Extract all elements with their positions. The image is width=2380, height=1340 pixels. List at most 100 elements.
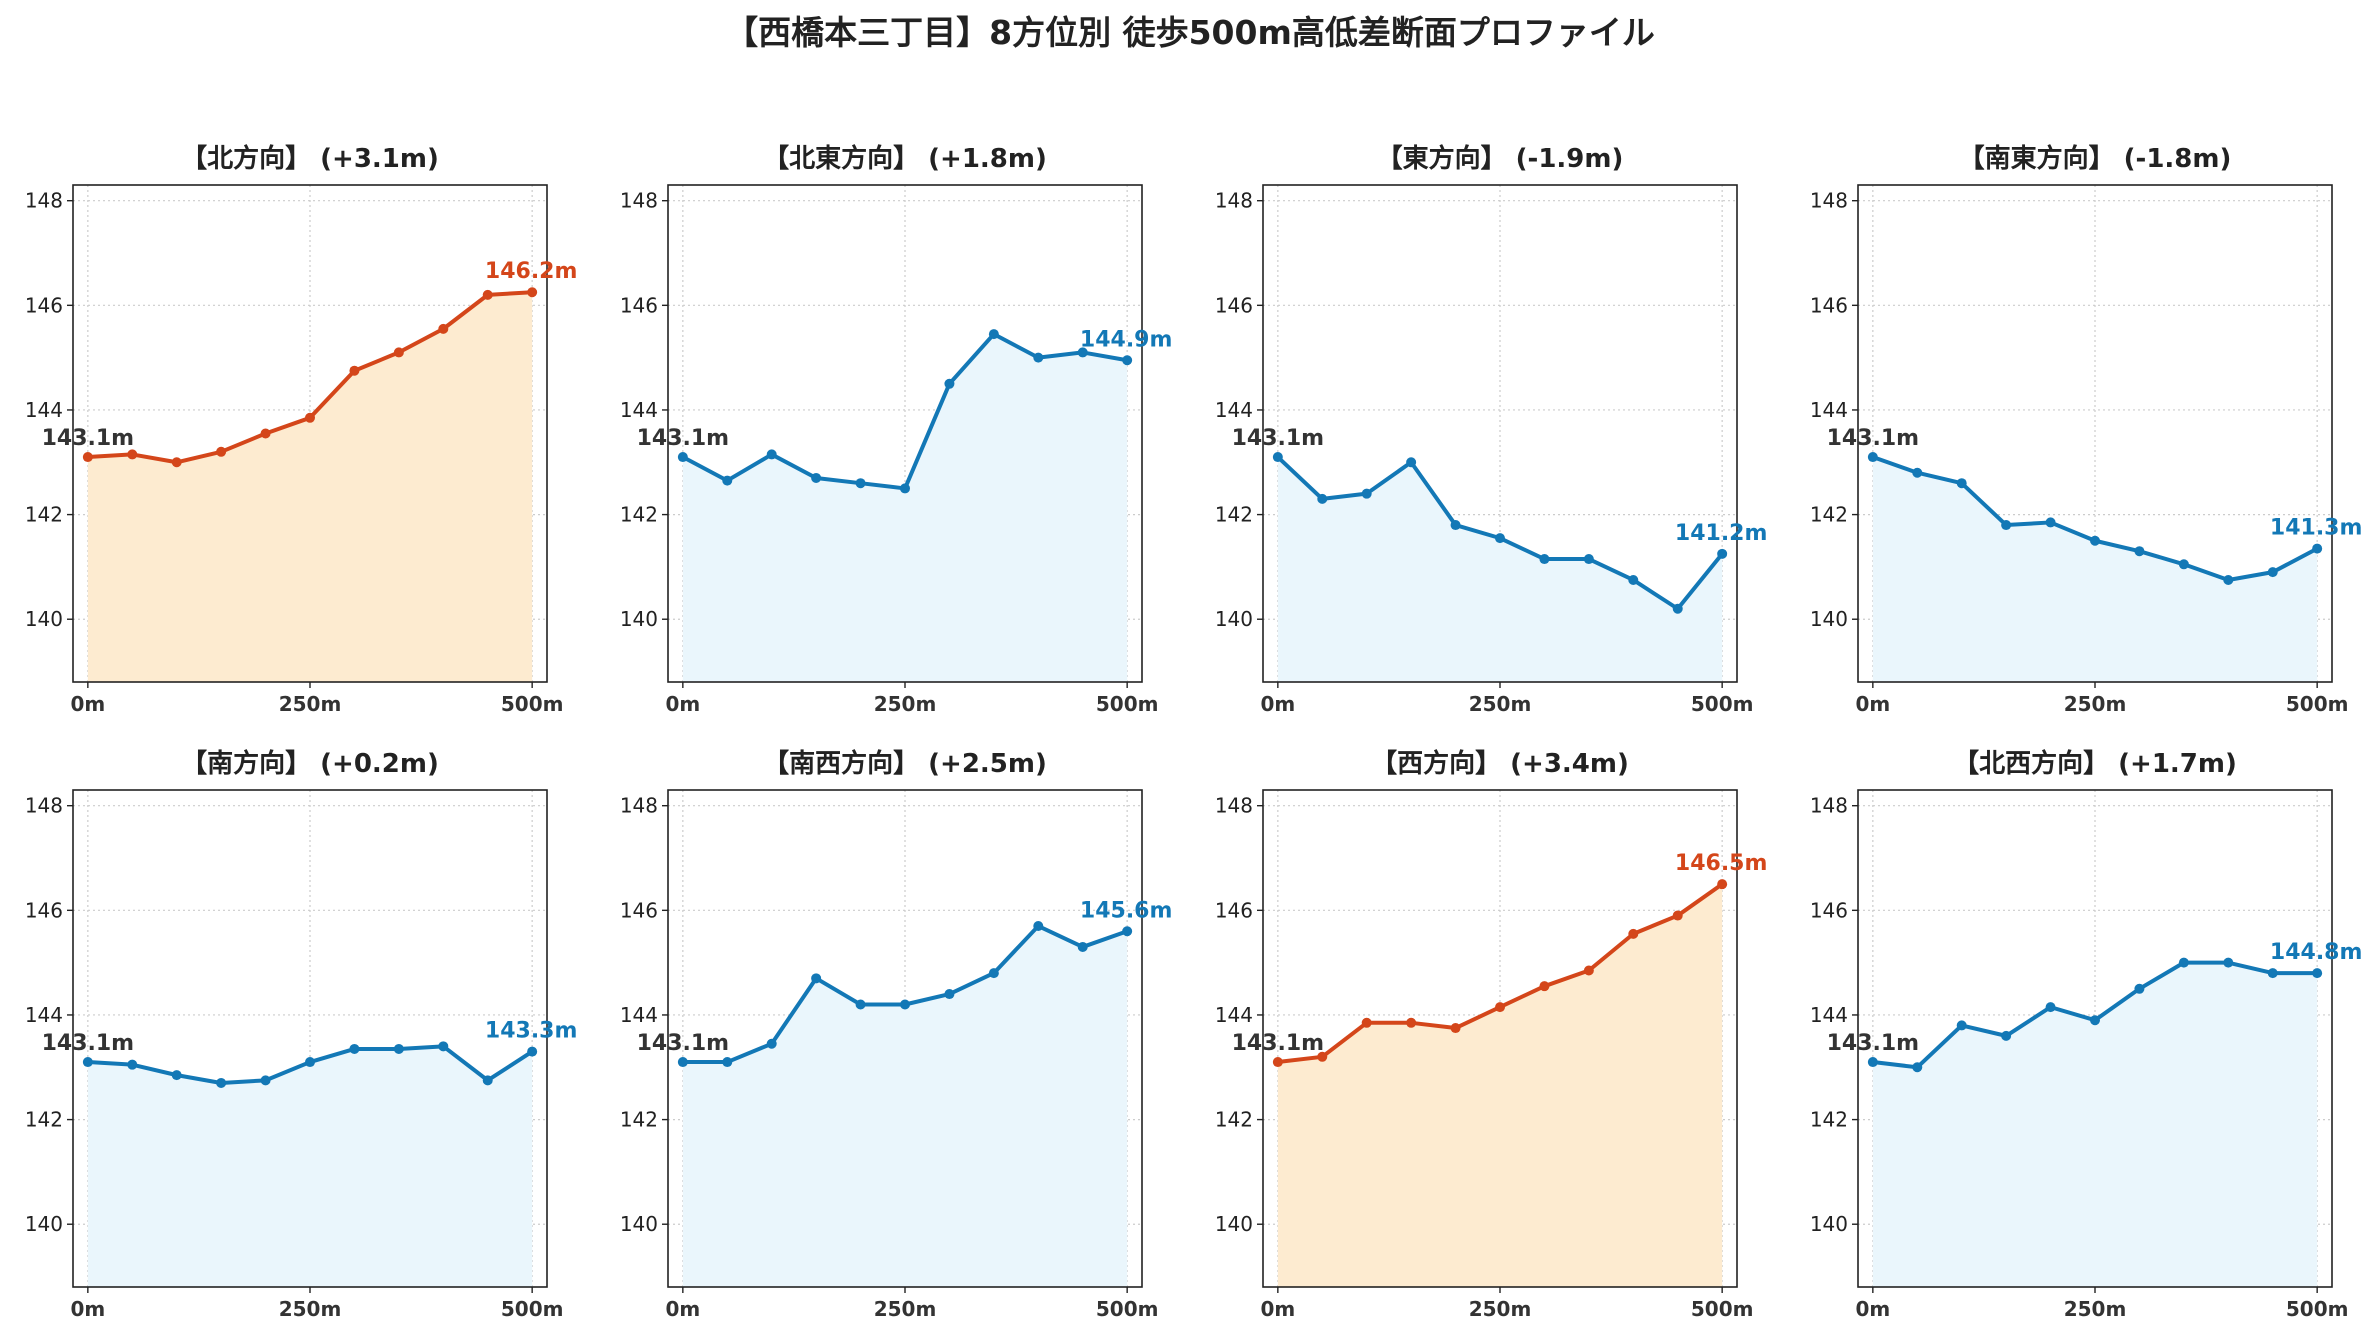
data-point: [260, 428, 271, 439]
data-point: [855, 999, 866, 1010]
data-point: [1317, 493, 1328, 504]
x-tick-label: 250m: [279, 1297, 342, 1321]
data-point: [171, 457, 182, 468]
data-point: [766, 1038, 777, 1049]
data-point: [900, 483, 910, 494]
start-value-label: 143.1m: [1232, 1031, 1325, 1056]
y-tick-label: 144: [25, 398, 63, 422]
data-point: [1450, 1023, 1461, 1034]
data-point: [1406, 1017, 1417, 1028]
data-point: [1717, 548, 1728, 559]
data-point: [677, 1057, 688, 1068]
data-point: [2267, 968, 2278, 979]
y-tick-label: 144: [1215, 1003, 1253, 1027]
x-tick-label: 0m: [1855, 1297, 1890, 1321]
data-point: [438, 323, 449, 334]
area-fill: [1277, 884, 1723, 1287]
data-point: [944, 989, 955, 1000]
data-point: [2045, 517, 2056, 528]
y-tick-label: 148: [1215, 189, 1253, 213]
data-point: [677, 452, 688, 463]
end-value-label: 146.2m: [485, 259, 578, 284]
y-tick-label: 140: [1215, 1212, 1253, 1236]
x-tick-label: 250m: [2064, 692, 2127, 716]
data-point: [1077, 941, 1088, 952]
panel-title: 【東方向】 (-1.9m): [1377, 143, 1624, 174]
y-tick-label: 140: [1810, 607, 1848, 631]
y-tick-label: 144: [1810, 1003, 1848, 1027]
start-value-label: 143.1m: [1232, 426, 1325, 451]
y-tick-label: 148: [1810, 794, 1848, 818]
data-point: [1628, 928, 1639, 939]
area-fill: [682, 334, 1128, 682]
y-tick-label: 146: [25, 898, 63, 922]
x-tick-label: 0m: [665, 1297, 700, 1321]
data-point: [1539, 554, 1550, 565]
data-point: [82, 1057, 93, 1068]
x-tick-label: 250m: [279, 692, 342, 716]
data-point: [1033, 352, 1044, 363]
data-point: [482, 1075, 493, 1086]
x-tick-label: 0m: [1260, 692, 1295, 716]
data-point: [2090, 535, 2100, 546]
data-point: [1717, 879, 1728, 890]
data-point: [305, 1057, 315, 1068]
x-tick-label: 250m: [874, 692, 937, 716]
area-fill: [1872, 457, 2318, 682]
data-point: [1033, 921, 1044, 932]
panel-title: 【南方向】 (+0.2m): [181, 748, 439, 779]
x-tick-label: 500m: [501, 1297, 564, 1321]
data-point: [722, 1057, 733, 1068]
y-tick-label: 142: [25, 1108, 63, 1132]
data-point: [988, 329, 999, 340]
y-tick-label: 146: [620, 898, 658, 922]
data-point: [82, 452, 93, 463]
x-tick-label: 500m: [1691, 1297, 1754, 1321]
x-tick-label: 500m: [2286, 692, 2349, 716]
y-tick-label: 146: [1810, 293, 1848, 317]
y-tick-label: 140: [25, 607, 63, 631]
x-tick-label: 0m: [665, 692, 700, 716]
data-point: [1077, 347, 1088, 358]
end-value-label: 144.9m: [1080, 327, 1173, 352]
data-point: [2090, 1015, 2100, 1026]
area-fill: [1277, 457, 1723, 682]
panel-title: 【南東方向】 (-1.8m): [1959, 143, 2232, 174]
panel-title: 【南西方向】 (+2.5m): [763, 748, 1047, 779]
data-point: [1912, 467, 1923, 478]
data-point: [1628, 574, 1639, 585]
data-point: [811, 472, 822, 483]
data-point: [811, 973, 822, 984]
y-tick-label: 140: [25, 1212, 63, 1236]
data-point: [2134, 983, 2145, 994]
data-point: [1539, 981, 1550, 992]
data-point: [1912, 1062, 1923, 1073]
start-value-label: 143.1m: [42, 1031, 135, 1056]
end-value-label: 141.3m: [2270, 516, 2363, 541]
end-value-label: 146.5m: [1675, 851, 1768, 876]
y-tick-label: 140: [620, 607, 658, 631]
data-point: [127, 449, 138, 460]
data-point: [2267, 567, 2278, 578]
x-tick-label: 250m: [1469, 692, 1532, 716]
y-tick-label: 148: [1810, 189, 1848, 213]
data-point: [2134, 546, 2145, 557]
start-value-label: 143.1m: [637, 1031, 730, 1056]
y-tick-label: 140: [1215, 607, 1253, 631]
y-tick-label: 146: [620, 293, 658, 317]
panel-5: 【南西方向】 (+2.5m) 140 142 144 146 148 0m 250m 500m 1…: [620, 748, 1173, 1321]
x-tick-label: 250m: [874, 1297, 937, 1321]
data-point: [1583, 965, 1594, 976]
data-point: [1122, 926, 1133, 937]
data-point: [527, 287, 538, 298]
data-point: [1450, 520, 1461, 531]
data-point: [127, 1059, 138, 1070]
y-tick-label: 146: [1215, 898, 1253, 922]
data-point: [2045, 1002, 2056, 1013]
y-tick-label: 148: [25, 794, 63, 818]
y-tick-label: 142: [1810, 503, 1848, 527]
panel-1: 【北東方向】 (+1.8m) 140 142 144 146 148 0m 250m 500m 1…: [620, 143, 1173, 716]
end-value-label: 143.3m: [485, 1019, 578, 1044]
data-point: [216, 446, 227, 457]
